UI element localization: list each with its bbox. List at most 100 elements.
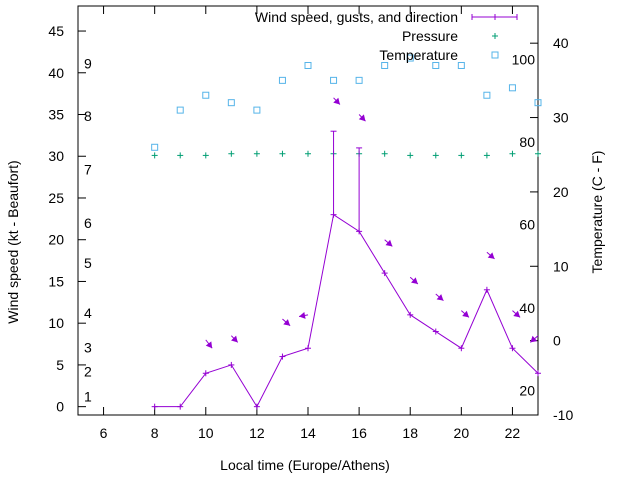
beaufort-label: 1 <box>84 389 92 405</box>
wind-direction-arrow <box>486 251 495 260</box>
y2-axis-label: Temperature (C - F) <box>589 151 605 274</box>
wind-direction-arrow <box>530 335 539 343</box>
arrow-head <box>411 277 418 284</box>
gust-bar <box>356 147 363 232</box>
arrow-head <box>358 114 366 122</box>
y2-tick-label: 0 <box>553 333 561 349</box>
wind-speed-point <box>432 328 439 335</box>
wind-speed-point <box>535 370 541 377</box>
beaufort-label: 5 <box>84 255 92 271</box>
wind-direction-arrow <box>435 293 444 302</box>
wind-speed-point <box>228 361 235 368</box>
beaufort-label: 9 <box>84 56 92 72</box>
wind-speed-point <box>458 345 465 352</box>
pressure-point <box>305 150 311 157</box>
arrow-head <box>283 319 291 326</box>
temperature-point <box>253 106 261 114</box>
temperature-point <box>432 61 440 69</box>
y2-tick-label: 20 <box>553 184 569 200</box>
y-axis-label: Wind speed (kt - Beaufort) <box>5 160 21 323</box>
x-tick-label: 18 <box>402 425 418 441</box>
arrow-head <box>513 310 521 318</box>
wind-speed-point <box>407 311 414 318</box>
y-tick-label: 0 <box>56 399 64 415</box>
legend-entry: Temperature <box>379 47 499 63</box>
y-tick-label: 40 <box>48 65 64 81</box>
fahrenheit-label: 60 <box>519 217 535 233</box>
y-tick-label: 30 <box>48 148 64 164</box>
y-tick-label: 10 <box>48 315 64 331</box>
fahrenheit-label: 20 <box>519 382 535 398</box>
temperature-point <box>508 84 516 92</box>
pressure-point <box>228 150 235 157</box>
temperature-point <box>381 61 389 69</box>
wind-speed-point <box>330 211 337 218</box>
temperature-point <box>227 99 235 107</box>
x-tick-label: 6 <box>100 425 108 441</box>
pressure-point <box>458 152 465 159</box>
y-tick-label: 45 <box>48 23 64 39</box>
wind-speed-point <box>151 403 158 410</box>
y-tick-label: 15 <box>48 273 64 289</box>
x-tick-label: 12 <box>249 425 265 441</box>
pressure-point <box>535 150 541 157</box>
arrow-head <box>299 311 306 319</box>
temperature-point <box>202 91 210 99</box>
beaufort-label: 7 <box>84 162 92 178</box>
pressure-point <box>407 152 414 159</box>
arrow-head <box>231 335 238 343</box>
y-tick-label: 25 <box>48 190 64 206</box>
beaufort-label: 6 <box>84 215 92 231</box>
wind-direction-arrow <box>461 310 470 318</box>
wind-direction-arrow <box>358 114 366 122</box>
beaufort-label: 8 <box>84 108 92 124</box>
legend-label: Wind speed, gusts, and direction <box>255 9 458 25</box>
wind-speed-point <box>305 345 311 352</box>
temperature-point <box>330 76 338 84</box>
fahrenheit-label: 40 <box>519 300 535 316</box>
y2-tick-label: -10 <box>553 407 573 423</box>
wind-direction-arrow <box>409 276 419 285</box>
legend-entry: Pressure <box>402 28 498 44</box>
wind-direction-arrow <box>512 310 521 318</box>
wind-speed-point <box>177 403 184 410</box>
legend-label: Temperature <box>379 47 458 63</box>
arrow-head <box>487 252 495 259</box>
x-axis-label: Local time (Europe/Athens) <box>220 457 390 473</box>
wind-direction-arrow <box>333 97 341 105</box>
temperature-point <box>176 106 184 114</box>
pressure-point <box>381 150 388 157</box>
x-tick-label: 8 <box>151 425 159 441</box>
beaufort-label: 2 <box>84 364 92 380</box>
legend-label: Pressure <box>402 28 458 44</box>
arrow-head <box>205 341 213 349</box>
pressure-point <box>177 152 184 159</box>
wind-speed-point <box>483 286 490 293</box>
pressure-point <box>432 152 439 159</box>
x-tick-label: 20 <box>454 425 470 441</box>
fahrenheit-label: 80 <box>519 134 535 150</box>
wind-speed-point <box>356 228 363 235</box>
temperature-point <box>457 61 465 69</box>
beaufort-label: 4 <box>84 305 92 321</box>
wind-direction-arrow <box>384 239 393 247</box>
fahrenheit-label: 100 <box>512 52 536 68</box>
pressure-point <box>483 152 490 159</box>
y2-tick-label: 40 <box>553 35 569 51</box>
temperature-point <box>355 76 363 84</box>
wind-speed-point <box>202 370 209 377</box>
arrow-head <box>462 310 469 318</box>
wind-speed-point <box>253 403 260 410</box>
y-tick-label: 35 <box>48 107 64 123</box>
temperature-point <box>483 91 491 99</box>
gust-bar <box>330 130 337 215</box>
wind-direction-arrow <box>230 335 239 343</box>
x-tick-label: 16 <box>351 425 367 441</box>
beaufort-label: 3 <box>84 339 92 355</box>
temperature-point <box>534 99 542 107</box>
y2-tick-label: 10 <box>553 258 569 274</box>
arrow-head <box>333 97 340 105</box>
pressure-point <box>151 152 158 159</box>
wind-direction-arrow <box>282 318 291 327</box>
